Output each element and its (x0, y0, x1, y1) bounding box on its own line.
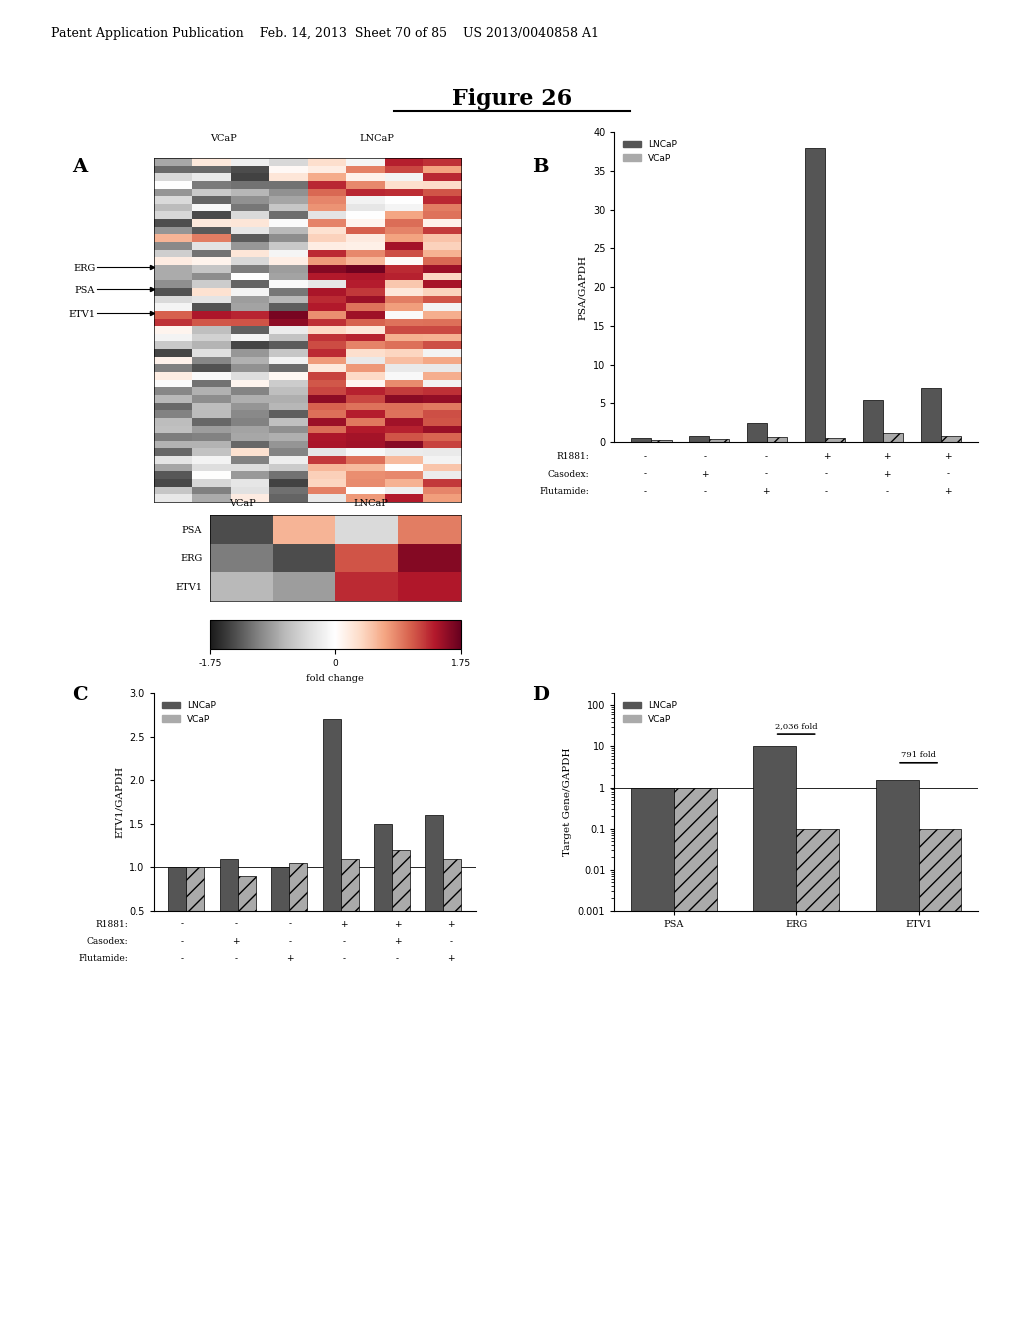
Bar (238, 876, 256, 954)
Bar (919, 829, 962, 1320)
Bar (323, 719, 341, 954)
Text: C: C (72, 685, 87, 704)
Bar (941, 436, 962, 442)
Text: -: - (450, 937, 453, 946)
Text: +: + (287, 954, 294, 964)
Legend: LNCaP, VCaP: LNCaP, VCaP (618, 136, 680, 166)
Bar (876, 780, 919, 1320)
Text: A: A (72, 157, 87, 176)
Bar (289, 863, 307, 954)
Text: -: - (825, 470, 828, 479)
Text: Figure 26: Figure 26 (452, 88, 572, 110)
Bar (186, 867, 204, 954)
Bar (710, 440, 729, 442)
Text: +: + (232, 937, 240, 946)
Legend: LNCaP, VCaP: LNCaP, VCaP (158, 697, 219, 727)
Text: ETV1: ETV1 (69, 310, 95, 319)
Bar (631, 438, 651, 442)
Bar (805, 148, 825, 442)
Text: Flutamide:: Flutamide: (539, 487, 589, 496)
Text: -: - (825, 487, 828, 496)
Text: -: - (181, 920, 184, 929)
Text: -: - (342, 937, 345, 946)
Y-axis label: Target Gene/GAPDH: Target Gene/GAPDH (563, 747, 572, 857)
Text: LNCaP: LNCaP (353, 499, 388, 508)
Bar (443, 858, 462, 954)
Bar (754, 746, 797, 1320)
Bar (341, 858, 358, 954)
Text: +: + (884, 453, 891, 462)
Text: +: + (822, 453, 830, 462)
Text: -: - (886, 487, 889, 496)
X-axis label: fold change: fold change (306, 673, 365, 682)
Text: Casodex:: Casodex: (547, 470, 589, 479)
Text: +: + (944, 487, 951, 496)
Bar (689, 436, 710, 442)
Text: +: + (394, 920, 401, 929)
Text: +: + (944, 453, 951, 462)
Bar (825, 438, 846, 442)
Bar (674, 788, 717, 1320)
Bar (651, 440, 672, 442)
Text: R1881:: R1881: (556, 453, 589, 462)
Text: -: - (946, 470, 949, 479)
Bar (392, 850, 410, 954)
Text: -: - (643, 487, 646, 496)
Bar (863, 400, 883, 442)
Bar (921, 388, 941, 442)
Text: -: - (289, 937, 292, 946)
Text: PSA: PSA (75, 286, 95, 296)
Bar (883, 433, 903, 442)
Text: +: + (762, 487, 770, 496)
Text: +: + (447, 920, 455, 929)
Text: -: - (703, 487, 707, 496)
Text: Flutamide:: Flutamide: (78, 954, 128, 964)
Bar (631, 788, 674, 1320)
Text: -: - (764, 470, 767, 479)
Text: 791 fold: 791 fold (901, 751, 936, 759)
Bar (271, 867, 289, 954)
Bar (767, 437, 787, 442)
Text: VCaP: VCaP (210, 135, 237, 144)
Text: LNCaP: LNCaP (359, 135, 394, 144)
Text: -: - (234, 920, 238, 929)
Text: -: - (643, 453, 646, 462)
Y-axis label: PSA/GAPDH: PSA/GAPDH (579, 255, 588, 319)
Text: -: - (643, 470, 646, 479)
Legend: LNCaP, VCaP: LNCaP, VCaP (618, 697, 680, 727)
Text: -: - (703, 453, 707, 462)
Text: Casodex:: Casodex: (86, 937, 128, 946)
Bar (374, 824, 392, 954)
Text: 2,036 fold: 2,036 fold (775, 722, 817, 730)
Text: D: D (532, 685, 550, 704)
Bar (797, 829, 839, 1320)
Text: R1881:: R1881: (95, 920, 128, 929)
Text: B: B (532, 157, 549, 176)
Bar (168, 867, 186, 954)
Bar (426, 814, 443, 954)
Text: -: - (289, 920, 292, 929)
Text: +: + (701, 470, 709, 479)
Text: +: + (394, 937, 401, 946)
Bar (220, 858, 238, 954)
Text: +: + (340, 920, 347, 929)
Text: -: - (396, 954, 399, 964)
Text: -: - (764, 453, 767, 462)
Text: -: - (342, 954, 345, 964)
Text: Patent Application Publication    Feb. 14, 2013  Sheet 70 of 85    US 2013/00408: Patent Application Publication Feb. 14, … (51, 26, 599, 40)
Bar (746, 422, 767, 442)
Text: -: - (181, 954, 184, 964)
Y-axis label: ETV1/GAPDH: ETV1/GAPDH (115, 766, 124, 838)
Text: ERG: ERG (73, 264, 95, 273)
Text: +: + (447, 954, 455, 964)
Text: VCaP: VCaP (229, 499, 256, 508)
Text: -: - (181, 937, 184, 946)
Text: -: - (234, 954, 238, 964)
Text: +: + (884, 470, 891, 479)
